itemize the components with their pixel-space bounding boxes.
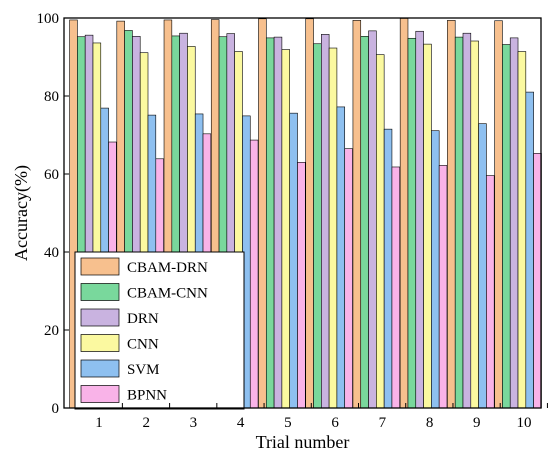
bar-drn-trial-10 [509,37,519,409]
bar-cnn-trial-10 [517,51,527,409]
x-tick-label: 6 [331,415,339,431]
x-axis-title: Trial number [256,432,350,452]
legend-label-bpnn: BPNN [127,388,167,404]
bar-bpnn-trial-8 [438,165,448,409]
legend-label-cbam-cnn: CBAM-CNN [127,286,208,302]
bar-cbam-drn-trial-10 [494,20,503,409]
bar-svm-trial-6 [336,106,346,409]
legend-swatch-svm [80,359,120,378]
legend-swatch-cnn [80,334,120,352]
legend-label-cbam-drn: CBAM-DRN [127,260,208,276]
legend-swatch-cbam-drn [80,257,120,276]
bar-cbam-cnn-trial-6 [313,43,322,409]
x-tick-label: 4 [237,415,245,431]
y-tick-label: 80 [44,89,59,105]
x-tick-label: 7 [379,415,387,431]
bar-cbam-cnn-trial-8 [407,37,417,409]
bar-bpnn-trial-4 [249,139,259,409]
bar-drn-trial-8 [415,30,424,409]
bar-cnn-trial-9 [470,40,479,409]
bar-cbam-drn-trial-5 [258,18,267,409]
bar-cbam-cnn-trial-9 [454,36,464,409]
x-tick-label: 1 [95,415,103,431]
bar-svm-trial-10 [525,91,534,409]
bar-cnn-trial-6 [328,47,338,409]
bar-bpnn-trial-10 [533,153,542,409]
bar-cbam-cnn-trial-10 [502,44,511,409]
y-tick-label: 20 [44,323,59,339]
bar-bpnn-trial-9 [486,175,495,409]
legend-swatch-cbam-cnn [80,283,120,301]
bar-cbam-drn-trial-7 [352,20,362,409]
bar-cbam-cnn-trial-5 [265,37,275,409]
bar-cbam-drn-trial-9 [447,20,456,409]
x-tick-label: 10 [517,415,532,431]
bar-cbam-drn-trial-6 [305,18,314,409]
bar-cnn-trial-5 [281,49,290,409]
bar-drn-trial-9 [462,32,472,409]
legend-label-cnn: CNN [127,337,159,353]
legend-label-svm: SVM [127,362,160,378]
x-tick-label: 8 [426,415,434,431]
bar-svm-trial-9 [478,123,487,409]
x-tick-label: 9 [473,415,481,431]
bar-svm-trial-7 [383,128,393,409]
y-tick-label: 60 [44,167,59,183]
bar-cbam-drn-trial-8 [399,18,409,409]
legend-swatch-bpnn [80,385,120,403]
legend-label-drn: DRN [127,311,159,327]
bar-bpnn-trial-7 [391,166,401,409]
legend-box [74,251,245,410]
bar-svm-trial-8 [431,130,440,409]
x-tick-label: 5 [284,415,292,431]
x-tick-label: 3 [190,415,198,431]
bar-cbam-cnn-trial-7 [360,36,369,409]
y-axis-title: Accuracy(%) [11,165,32,261]
bar-bpnn-trial-5 [297,162,306,409]
y-axis-ticks: 0 20 40 60 80 100 [37,11,69,417]
y-tick-label: 40 [44,245,59,261]
y-tick-label: 100 [37,11,60,27]
legend-swatch-drn [80,308,120,327]
legend: CBAM-DRN CBAM-CNN DRN CNN SVM BPNN [80,257,208,404]
bar-cnn-trial-7 [376,54,385,409]
bar-svm-trial-5 [289,112,298,409]
bar-drn-trial-5 [273,36,283,409]
bar-cnn-trial-8 [423,43,432,409]
bar-drn-trial-7 [368,30,377,409]
plot-frame [63,17,542,409]
y-tick-label: 0 [52,401,60,417]
x-axis-ticks: 1 2 3 4 5 6 7 8 9 10 [95,403,548,431]
bar-bpnn-trial-6 [344,148,353,409]
x-tick-label: 2 [142,415,150,431]
bars-layer [69,18,542,409]
bar-drn-trial-6 [321,34,330,409]
